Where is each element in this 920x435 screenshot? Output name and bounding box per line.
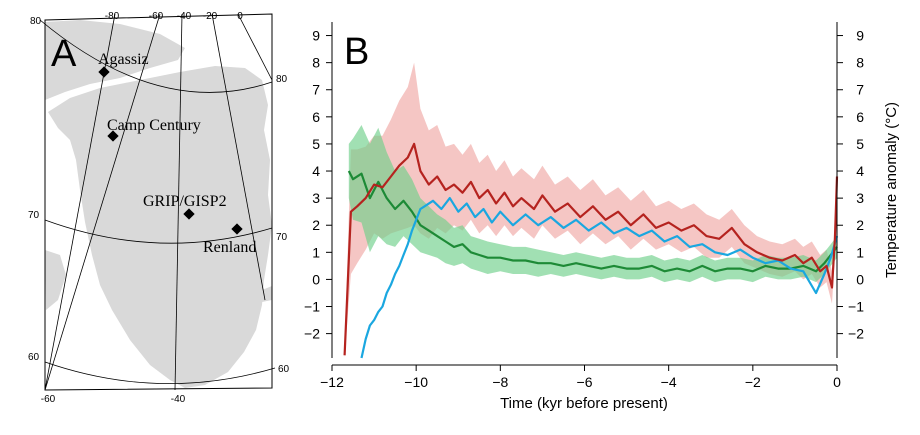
lat-label-left: 80 — [30, 16, 42, 27]
y-tick-label-left: 6 — [312, 109, 320, 125]
lon-label-top: 0 — [237, 11, 243, 22]
x-tick-label: −8 — [492, 374, 508, 390]
greenland-landmass — [48, 66, 272, 388]
y-tick-label-right: 8 — [856, 55, 864, 71]
x-tick-label: −2 — [745, 374, 761, 390]
y-tick-label-right: 1 — [856, 244, 864, 260]
meridian-minus-60 — [44, 13, 161, 391]
ellesmere-landmass — [45, 20, 185, 100]
x-axis-label: Time (kyr before present) — [500, 395, 668, 412]
meridian-minus-40 — [174, 13, 183, 391]
y-tick-label-left: 7 — [312, 82, 320, 98]
y-tick-label-right: 4 — [856, 163, 864, 179]
lat-label-right: 80 — [276, 74, 288, 85]
y-tick-label-right: −1 — [848, 299, 864, 315]
lon-label-top: -80 — [105, 11, 120, 22]
greenland-map-panel: -80 -60 -40 -20 0 80 70 60 80 70 60 -60 … — [0, 0, 300, 430]
band-red-series — [344, 62, 837, 358]
y-tick-label-left: −2 — [304, 326, 320, 342]
lat-label-right: 70 — [276, 232, 288, 243]
site-label-camp-century: Camp Century — [107, 117, 201, 134]
meridian-minus-20 — [211, 13, 266, 301]
y-tick-label-left: 2 — [312, 217, 320, 233]
graticule — [39, 13, 276, 391]
uncertainty-bands — [344, 62, 837, 358]
site-label-renland: Renland — [203, 239, 256, 256]
series-lines — [343, 142, 839, 359]
y-tick-label-right: 2 — [856, 217, 864, 233]
x-tick-label: −12 — [320, 374, 344, 390]
ticks: −12 −10 −8 −6 −4 −2 0−2 −2−1 −10 01 12 23 34 45 56 67 78… — [304, 28, 864, 390]
line-red-series — [343, 142, 839, 356]
chart-panel-label: B — [344, 31, 369, 73]
y-tick-label-left: 3 — [312, 190, 320, 206]
y-tick-label-left: 4 — [312, 163, 320, 179]
line-blue-series — [360, 197, 839, 359]
line-green-series — [347, 170, 838, 273]
y-tick-label-right: 9 — [856, 28, 864, 44]
x-tick-label: −6 — [577, 374, 593, 390]
parallel-80 — [39, 19, 273, 93]
temperature-chart-panel: −12 −10 −8 −6 −4 −2 0 −2 −2 −1 −1 0 0 1 1 2 2 3 3 4 4 5 5 6 6 7 7 8… — [300, 0, 920, 430]
x-tick-label: 0 — [833, 374, 841, 390]
x-tick-label: −10 — [404, 374, 428, 390]
lat-label-right: 60 — [278, 364, 290, 375]
parallel-60 — [44, 361, 276, 384]
x-tick-label: −4 — [661, 374, 677, 390]
y-tick-label-left: 9 — [312, 28, 320, 44]
lat-label-left: 60 — [28, 352, 40, 363]
y-tick-label-left: 5 — [312, 136, 320, 152]
y-tick-label-left: −1 — [304, 299, 320, 315]
y-tick-label-right: −2 — [848, 326, 864, 342]
baffin-landmass — [45, 250, 66, 310]
lon-label-top: -60 — [149, 11, 164, 22]
map-panel-label: A — [51, 33, 77, 75]
y-tick-label-right: 3 — [856, 190, 864, 206]
greenland-map: -80 -60 -40 -20 0 80 70 60 80 70 60 -60 … — [28, 11, 290, 405]
band-green-series — [348, 125, 837, 283]
parallel-70 — [44, 219, 273, 244]
lon-label-top: -20 — [203, 11, 218, 22]
y-tick-label-right: 0 — [856, 271, 864, 287]
lon-label-bottom: -60 — [41, 394, 56, 405]
y-tick-label-right: 5 — [856, 136, 864, 152]
site-marker-grip-gisp2 — [183, 208, 195, 220]
lat-label-left: 70 — [28, 210, 40, 221]
meridian-0 — [237, 13, 273, 81]
y-axis-label: Temperature anomaly (°C) — [883, 102, 900, 278]
lon-label-bottom: -40 — [171, 394, 186, 405]
y-tick-label-left: 8 — [312, 55, 320, 71]
temperature-chart: −12 −10 −8 −6 −4 −2 0−2 −2−1 −10 01 12 23 34 45 56 67 78… — [304, 22, 900, 412]
site-label-agassiz: Agassiz — [98, 51, 149, 68]
map-frame — [44, 13, 273, 391]
y-tick-label-right: 6 — [856, 109, 864, 125]
y-tick-label-right: 7 — [856, 82, 864, 98]
site-label-grip-gisp2: GRIP/GISP2 — [143, 193, 227, 210]
y-tick-label-left: 0 — [312, 271, 320, 287]
site-marker-renland — [231, 223, 243, 235]
y-tick-label-left: 1 — [312, 244, 320, 260]
lon-label-top: -40 — [177, 11, 192, 22]
